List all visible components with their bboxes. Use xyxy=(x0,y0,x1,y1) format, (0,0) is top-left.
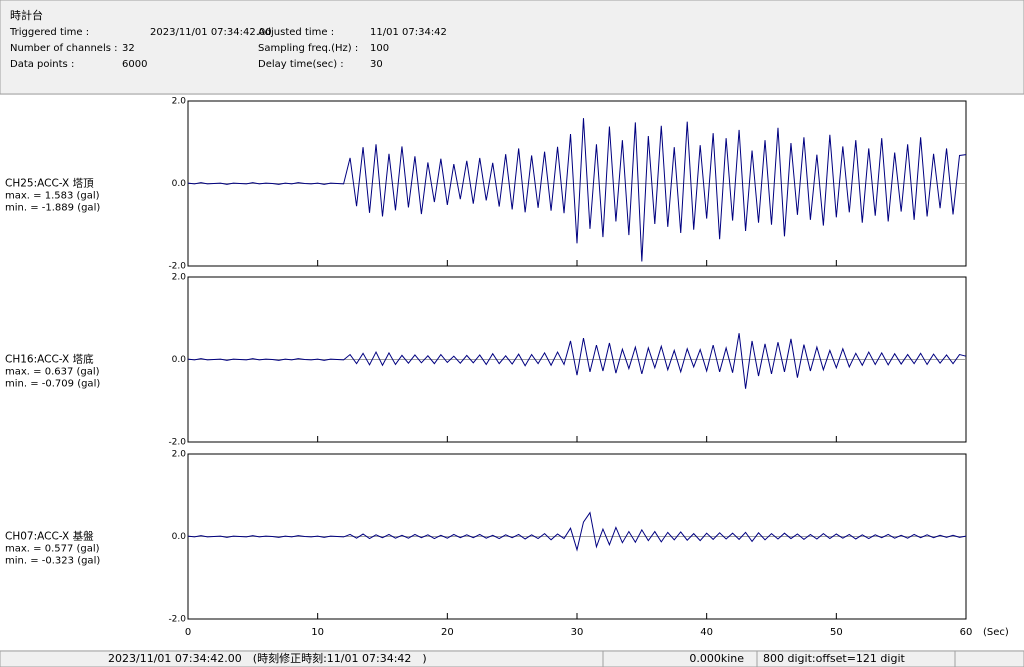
y-tick-label: 0.0 xyxy=(172,179,187,189)
x-tick-label: 0 xyxy=(185,627,191,638)
y-tick-label: -2.0 xyxy=(168,438,186,448)
waveform xyxy=(187,511,967,552)
station-title: 時計台 xyxy=(10,8,43,22)
status-velocity: 0.000kine xyxy=(689,652,744,665)
y-tick-label: 2.0 xyxy=(172,450,187,460)
x-axis-label: (Sec) xyxy=(983,627,1009,638)
channel-name: CH16:ACC-X 塔底 xyxy=(5,353,94,366)
status-time: 2023/11/01 07:34:42.00 (時刻修正時刻:11/01 07:… xyxy=(108,651,427,665)
status-digit: 800 digit:offset=121 digit xyxy=(763,652,905,665)
field-label: Adjusted time : xyxy=(258,27,334,38)
field-label: Data points : xyxy=(10,59,74,70)
field-label: Number of channels : xyxy=(10,43,118,54)
field-label: Delay time(sec) : xyxy=(258,59,344,70)
channel-max: max. = 1.583 (gal) xyxy=(5,191,100,202)
field-value: 2023/11/01 07:34:42.00 xyxy=(150,27,272,38)
y-tick-label: 2.0 xyxy=(172,97,187,107)
field-value: 32 xyxy=(122,43,135,54)
y-tick-label: 0.0 xyxy=(172,355,187,365)
y-tick-label: -2.0 xyxy=(168,262,186,272)
channel-min: min. = -0.323 (gal) xyxy=(5,556,100,567)
y-tick-label: -2.0 xyxy=(168,615,186,625)
x-tick-label: 60 xyxy=(960,627,973,638)
y-tick-label: 0.0 xyxy=(172,532,187,542)
channel-max: max. = 0.577 (gal) xyxy=(5,544,100,555)
status-bar xyxy=(0,650,1024,667)
field-value: 30 xyxy=(370,59,383,70)
field-value: 6000 xyxy=(122,59,147,70)
x-tick-label: 40 xyxy=(700,627,713,638)
plot-area xyxy=(0,95,1024,650)
header-panel xyxy=(0,0,1024,95)
field-value: 100 xyxy=(370,43,389,54)
channel-min: min. = -0.709 (gal) xyxy=(5,379,100,390)
x-tick-label: 20 xyxy=(441,627,454,638)
channel-min: min. = -1.889 (gal) xyxy=(5,203,100,214)
waveform xyxy=(187,333,967,389)
channel-name: CH07:ACC-X 基盤 xyxy=(5,530,94,543)
channel-name: CH25:ACC-X 塔頂 xyxy=(5,177,94,190)
x-tick-label: 50 xyxy=(830,627,843,638)
field-value: 11/01 07:34:42 xyxy=(370,27,447,38)
x-tick-label: 30 xyxy=(571,627,584,638)
y-tick-label: 2.0 xyxy=(172,273,187,283)
field-label: Triggered time : xyxy=(9,27,89,38)
waveform xyxy=(187,118,967,262)
x-tick-label: 10 xyxy=(311,627,324,638)
field-label: Sampling freq.(Hz) : xyxy=(258,43,358,54)
channel-max: max. = 0.637 (gal) xyxy=(5,367,100,378)
